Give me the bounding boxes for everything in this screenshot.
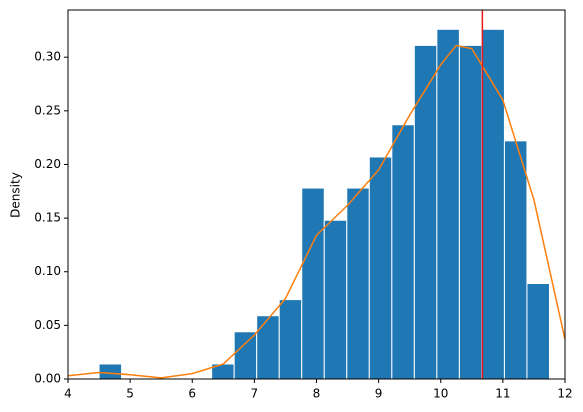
- y-tick-label: 0.30: [34, 50, 61, 64]
- y-tick-label: 0.05: [34, 318, 61, 332]
- bar: [368, 156, 393, 380]
- y-tick-label: 0.20: [34, 157, 61, 171]
- bar: [233, 331, 258, 380]
- x-tick-label: 8: [313, 387, 321, 401]
- bar: [481, 28, 505, 380]
- x-tick-label: 10: [433, 387, 448, 401]
- y-tick-label: 0.00: [34, 372, 61, 386]
- bar: [436, 28, 460, 380]
- x-tick-label: 6: [188, 387, 196, 401]
- y-tick-label: 0.15: [34, 211, 61, 225]
- bar: [98, 363, 123, 380]
- x-tick-label: 5: [126, 387, 134, 401]
- bar: [458, 44, 483, 380]
- bar: [256, 315, 280, 380]
- bar: [278, 299, 303, 380]
- y-tick-label: 0.10: [34, 264, 61, 278]
- x-tick-label: 4: [64, 387, 72, 401]
- x-tick-label: 7: [251, 387, 259, 401]
- bar: [413, 44, 438, 380]
- bar: [323, 219, 348, 380]
- bar: [301, 187, 325, 380]
- x-tick-label: 9: [375, 387, 383, 401]
- bar: [346, 187, 370, 380]
- kde-line: [67, 44, 566, 379]
- bar: [526, 283, 550, 380]
- y-axis-label: Density: [9, 172, 23, 218]
- y-tick-label: 0.25: [34, 103, 61, 117]
- x-tick-label: 11: [495, 387, 510, 401]
- x-tick-label: 12: [557, 387, 572, 401]
- bar: [503, 140, 528, 380]
- bar: [391, 124, 415, 380]
